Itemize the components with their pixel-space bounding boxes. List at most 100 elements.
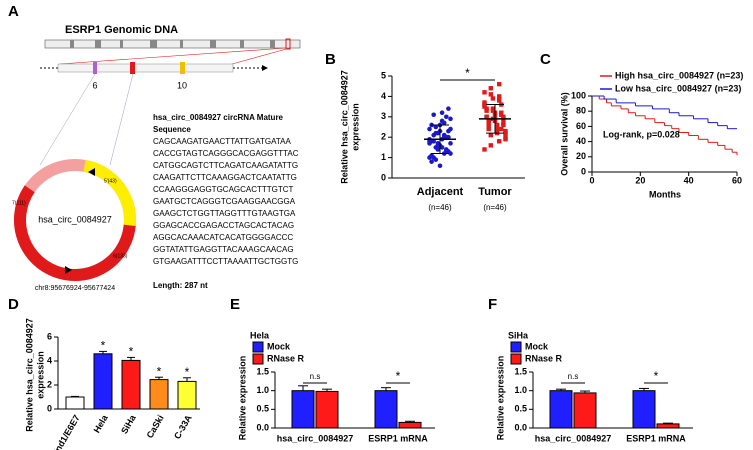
panel-label: A — [8, 3, 19, 20]
y-tick-label: 4 — [381, 91, 386, 101]
sequence-line: CAGCAAGATGAACTTATTGATGATAA — [153, 137, 291, 146]
y-tick-label: 0.5 — [256, 404, 269, 414]
point — [503, 137, 508, 142]
point — [497, 81, 502, 87]
sequence-line: CATGGCAGTCTTCAGATCAAGATATTG — [153, 161, 298, 170]
panel-label: C — [540, 51, 551, 68]
point — [482, 147, 487, 152]
y-tick-label: 1.0 — [514, 385, 527, 395]
point — [488, 92, 493, 97]
locus: chr8:95676924-95677424 — [35, 285, 115, 292]
x-tick-label: hsa_circ_0084927 — [277, 433, 354, 443]
point — [446, 134, 451, 140]
x-tick-label: SiHa — [119, 412, 138, 435]
chart-title: SiHa — [508, 330, 529, 340]
point — [490, 96, 496, 101]
significance: * — [185, 365, 190, 379]
point — [501, 120, 506, 126]
x-tick-label: C-33A — [172, 413, 194, 441]
category-note: (n=46) — [483, 203, 507, 212]
point — [448, 151, 453, 156]
chromosome — [44, 39, 301, 49]
exon — [180, 62, 185, 74]
significance: n.s — [568, 372, 579, 381]
point — [429, 159, 434, 164]
exon — [93, 62, 97, 74]
circ-arc — [14, 159, 136, 281]
bar — [65, 396, 85, 410]
y-tick-label: 0 — [581, 166, 586, 176]
y-axis-label: expression — [350, 103, 360, 151]
point — [448, 116, 453, 122]
point — [482, 102, 487, 107]
bar — [374, 390, 398, 429]
bar — [149, 379, 169, 410]
diagram: ESRP1 Genomic DNA 6 10 hsa_circ_0084927 … — [12, 24, 301, 292]
y-tick-label: 0 — [381, 172, 386, 182]
y-axis-label: Relative expression — [237, 356, 247, 441]
panel-label: E — [230, 296, 240, 313]
y-tick-label: 5 — [381, 70, 386, 80]
legend-label: High hsa_circ_0084927 (n=23) — [615, 70, 743, 80]
point — [433, 157, 439, 162]
point — [431, 112, 437, 118]
category-note: (n=46) — [428, 203, 452, 212]
zoom-line — [59, 47, 287, 65]
panel-label: F — [488, 296, 497, 313]
zoom-line — [231, 47, 291, 65]
point — [446, 106, 451, 111]
sequence-length: Length: 287 nt — [153, 281, 208, 290]
significance: * — [101, 339, 106, 353]
arc-label: 7(111) — [12, 200, 26, 206]
y-tick-label: 2 — [47, 379, 52, 389]
circ-name: hsa_circ_0084927 — [38, 214, 112, 224]
point — [488, 86, 493, 91]
x-tick-label: Tumor — [478, 186, 512, 198]
point — [501, 114, 506, 119]
y-tick-label: 1 — [381, 152, 386, 162]
point — [437, 163, 443, 169]
y-tick-label: 0.0 — [256, 422, 269, 432]
y-tick-label: 1.5 — [514, 366, 527, 376]
point — [435, 147, 441, 152]
x-tick-label: 20 — [635, 175, 645, 185]
point — [488, 132, 493, 138]
legend-swatch — [510, 341, 522, 353]
point — [494, 122, 500, 128]
exon-label: 10 — [177, 80, 187, 90]
point — [497, 96, 502, 101]
y-axis-label: Relative hsa_circ_0084927 — [24, 318, 34, 432]
point — [427, 126, 432, 132]
x-tick-label: Adjacent — [417, 186, 464, 198]
significance: * — [157, 364, 162, 378]
sequence-title: hsa_circ_0084927 circRNA Mature — [153, 113, 284, 122]
legend-label: Low hsa_circ_0084927 (n=23) — [615, 83, 741, 93]
x-tick-label: 0 — [589, 175, 594, 185]
point — [441, 120, 447, 126]
arrow — [262, 65, 268, 71]
significance: n.s — [310, 372, 321, 381]
significance: * — [396, 369, 401, 383]
y-tick-label: 4 — [47, 355, 52, 365]
y-tick-label: 3 — [381, 111, 386, 121]
x-tick-label: ESRP1 mRNA — [626, 433, 686, 443]
significance: * — [129, 345, 134, 359]
point — [484, 114, 489, 119]
annotation: Log-rank, p=0.028 — [603, 129, 680, 139]
sequence-title: Sequence — [153, 125, 191, 134]
bar — [93, 353, 113, 410]
y-tick-label: 6 — [47, 331, 52, 341]
point — [441, 132, 447, 138]
point — [486, 124, 491, 130]
legend-label: Mock — [267, 341, 291, 351]
bar — [291, 390, 315, 429]
y-tick-label: 100 — [571, 90, 586, 100]
sequence-line: CAAGATTCTTCAAAGGACTCAATATTG — [153, 173, 297, 182]
bar — [177, 380, 197, 410]
legend-swatch — [252, 341, 264, 353]
significance: * — [465, 66, 470, 80]
point — [439, 145, 445, 150]
y-axis-label: Relative expression — [495, 356, 505, 441]
arc-label: 6(133) — [113, 253, 128, 259]
legend-swatch — [252, 353, 264, 365]
